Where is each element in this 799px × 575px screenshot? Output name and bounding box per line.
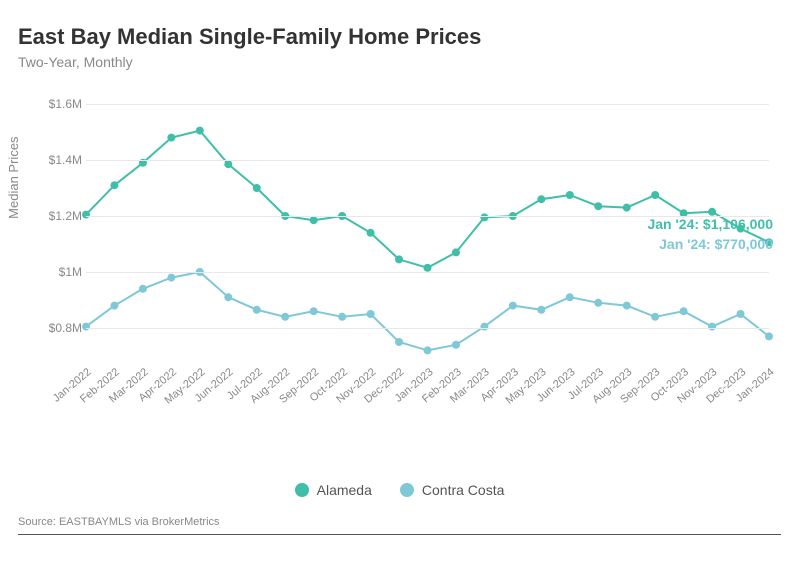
y-tick-label: $1.6M: [28, 97, 82, 111]
data-point: [224, 293, 232, 301]
data-point: [594, 202, 602, 210]
legend-dot-icon: [295, 483, 309, 497]
data-point: [480, 323, 488, 331]
data-point: [110, 302, 118, 310]
y-tick-label: $1.4M: [28, 153, 82, 167]
data-point: [196, 127, 204, 135]
data-point: [651, 313, 659, 321]
data-point: [680, 307, 688, 315]
chart-area: Median Prices $0.8M$1M$1.2M$1.4M$1.6MJan…: [18, 90, 781, 430]
data-point: [395, 255, 403, 263]
data-point: [167, 134, 175, 142]
grid-line: [86, 272, 769, 273]
plot-area: $0.8M$1M$1.2M$1.4M$1.6MJan-2022Feb-2022M…: [86, 90, 769, 370]
legend-label: Contra Costa: [422, 482, 504, 498]
data-point: [708, 323, 716, 331]
y-tick-label: $1.2M: [28, 209, 82, 223]
data-point: [623, 302, 631, 310]
data-point: [82, 323, 90, 331]
source-text: Source: EASTBAYMLS via BrokerMetrics: [18, 516, 781, 528]
chart-title: East Bay Median Single-Family Home Price…: [18, 24, 781, 50]
series-callout: Jan '24: $770,000: [659, 236, 773, 252]
data-point: [509, 302, 517, 310]
data-point: [623, 204, 631, 212]
data-point: [651, 191, 659, 199]
data-point: [594, 299, 602, 307]
legend-label: Alameda: [317, 482, 372, 498]
chart-subtitle: Two-Year, Monthly: [18, 54, 781, 70]
y-tick-label: $1M: [28, 265, 82, 279]
bottom-rule: [18, 534, 781, 535]
data-point: [167, 274, 175, 282]
data-point: [452, 248, 460, 256]
data-point: [452, 341, 460, 349]
data-point: [537, 306, 545, 314]
data-point: [82, 211, 90, 219]
data-point: [281, 313, 289, 321]
data-point: [224, 160, 232, 168]
data-point: [367, 229, 375, 237]
grid-line: [86, 160, 769, 161]
data-point: [310, 216, 318, 224]
legend: Alameda Contra Costa: [18, 482, 781, 500]
data-point: [737, 310, 745, 318]
y-axis-label: Median Prices: [6, 136, 21, 218]
data-point: [367, 310, 375, 318]
data-point: [139, 285, 147, 293]
series-callout: Jan '24: $1,106,000: [647, 216, 773, 232]
data-point: [310, 307, 318, 315]
series-line: [86, 272, 769, 350]
data-point: [480, 213, 488, 221]
data-point: [424, 264, 432, 272]
grid-line: [86, 328, 769, 329]
chart-container: East Bay Median Single-Family Home Price…: [0, 0, 799, 575]
data-point: [537, 195, 545, 203]
data-point: [708, 208, 716, 216]
y-tick-label: $0.8M: [28, 321, 82, 335]
legend-dot-icon: [400, 483, 414, 497]
data-point: [110, 181, 118, 189]
data-point: [765, 332, 773, 340]
data-point: [566, 191, 574, 199]
grid-line: [86, 104, 769, 105]
data-point: [566, 293, 574, 301]
data-point: [395, 338, 403, 346]
data-point: [253, 184, 261, 192]
data-point: [338, 313, 346, 321]
legend-item: Contra Costa: [400, 482, 504, 498]
data-point: [253, 306, 261, 314]
legend-item: Alameda: [295, 482, 372, 498]
data-point: [424, 346, 432, 354]
